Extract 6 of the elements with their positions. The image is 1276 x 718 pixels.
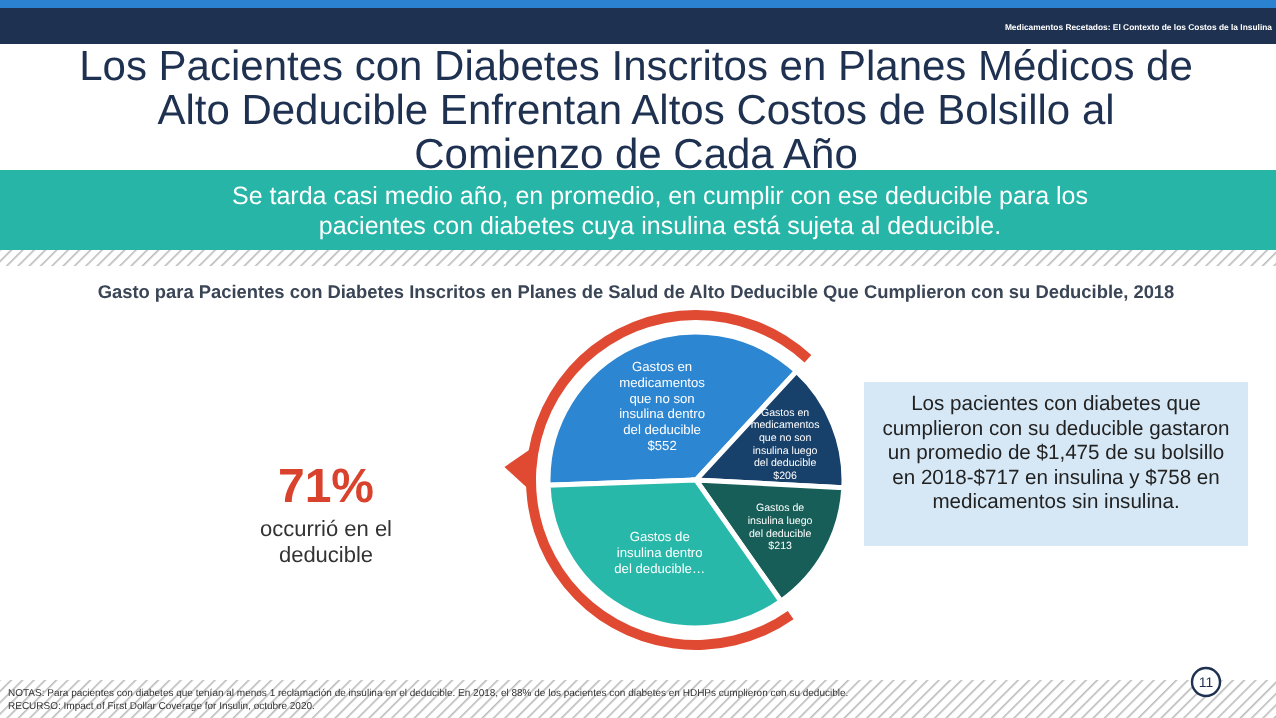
- chart-subtitle: Se tarda casi medio año, en promedio, en cumplir con ese deducible para los pacientes con diabetes cuya insulina está sujeta al deducible.: [231, 182, 1089, 240]
- chart-title: Los Pacientes con Diabetes Inscritos en Planes Médicos de Alto Deducible Enfrentan Altos Costos de Bolsillo al Comienzo de Cada Año: [79, 44, 1193, 178]
- text: Los pacientes con diabetes que cumplieron con su deducible gastaron un promedio de $1,475 de su bolsillo en 2018-$717 en insulina y $758 en medicamentos sin insulina.: [882, 394, 1230, 515]
- text: 71%: [277, 460, 375, 514]
- text: Gasto para Pacientes con Diabetes Inscritos en Planes de Salud de Alto Deducible Que Cumplieron con su Deducible, 2018: [97, 282, 1175, 302]
- text: occurrió en el deducible: [259, 518, 393, 568]
